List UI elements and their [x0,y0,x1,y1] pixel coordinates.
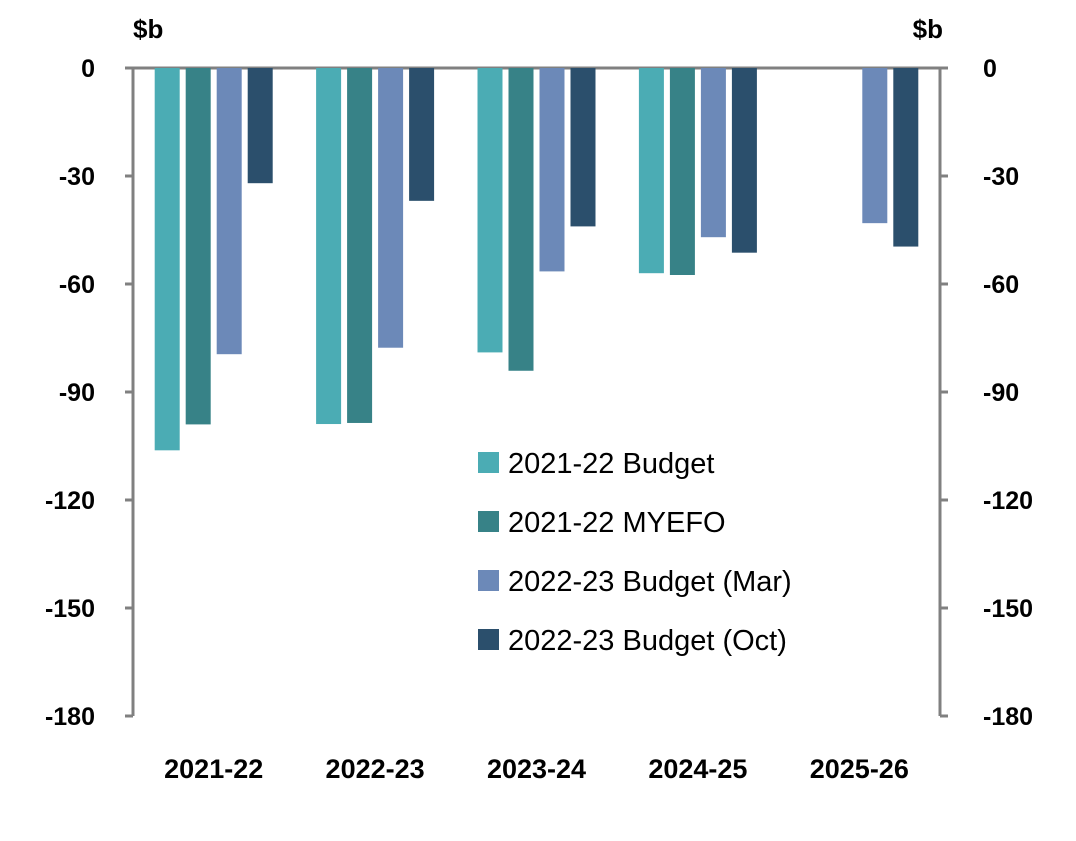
legend-swatch [478,511,499,532]
legend-swatch [478,452,499,473]
right-tick-label: -90 [983,379,1019,407]
right-tick-label: -150 [983,595,1033,623]
bar-2-2023-24 [508,68,534,371]
bar-3-2024-25 [700,68,726,238]
legend-label: 2022-23 Budget (Oct) [508,625,787,657]
left-tick-label: -60 [59,271,95,299]
bars-group [154,68,919,451]
right-axis-unit-label: $b [913,14,943,44]
bar-3-2023-24 [539,68,565,272]
category-label: 2023-24 [487,754,586,784]
bar-2-2024-25 [669,68,695,275]
left-tick-label: -180 [45,703,95,731]
bar-4-2025-26 [893,68,919,247]
category-label: 2025-26 [810,754,909,784]
left-tick-label: -90 [59,379,95,407]
bar-3-2022-23 [378,68,404,348]
bar-1-2024-25 [638,68,664,274]
bar-4-2024-25 [731,68,757,253]
category-label: 2021-22 [164,754,263,784]
left-tick-label: -30 [59,163,95,191]
legend: 2021-22 Budget 2021-22 MYEFO 2022-23 Budge… [478,448,792,657]
bar-3-2025-26 [862,68,888,224]
right-tick-label: -60 [983,271,1019,299]
legend-swatch [478,629,499,650]
bar-4-2022-23 [409,68,435,201]
bar-2-2022-23 [347,68,373,423]
legend-label: 2021-22 MYEFO [508,507,726,539]
left-tick-label: -150 [45,595,95,623]
bar-2-2021-22 [185,68,211,425]
bar-1-2023-24 [477,68,503,353]
category-label: 2024-25 [648,754,747,784]
right-tick-label: -120 [983,487,1033,515]
right-tick-label: -30 [983,163,1019,191]
left-tick-label: 0 [81,55,95,83]
bar-4-2023-24 [570,68,596,227]
category-label: 2022-23 [326,754,425,784]
bar-1-2022-23 [316,68,342,425]
bar-4-2021-22 [247,68,273,184]
right-tick-label: -180 [983,703,1033,731]
legend-label: 2022-23 Budget (Mar) [508,566,792,598]
right-tick-label: 0 [983,55,997,83]
bar-1-2021-22 [154,68,180,451]
legend-swatch [478,570,499,591]
bar-3-2021-22 [216,68,242,355]
axes-group: 0 0 -30 -30 -60 -60 -90 -90 -120 -120 -150 -150 -180… [45,14,1033,784]
left-tick-label: -120 [45,487,95,515]
legend-label: 2021-22 Budget [508,448,714,480]
left-axis-unit-label: $b [133,14,163,44]
